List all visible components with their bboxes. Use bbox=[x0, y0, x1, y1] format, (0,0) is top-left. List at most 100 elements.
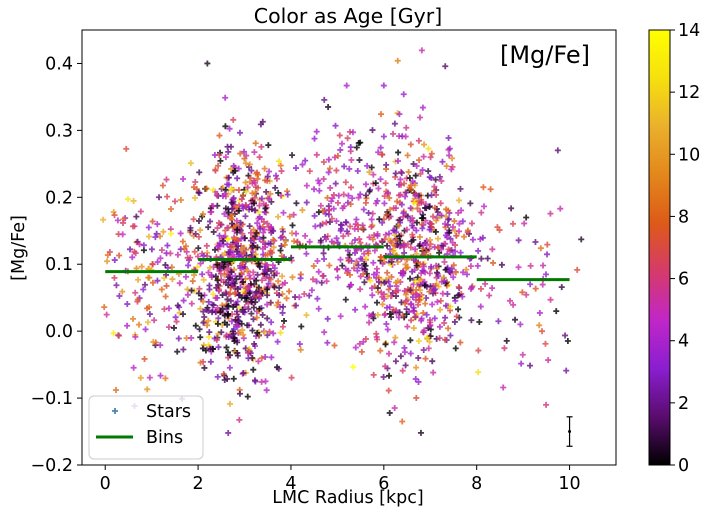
star-point bbox=[242, 285, 249, 292]
star-point bbox=[127, 246, 134, 253]
star-point bbox=[286, 213, 293, 220]
star-point bbox=[289, 222, 296, 229]
star-point bbox=[489, 285, 496, 292]
star-point bbox=[259, 277, 266, 284]
star-point bbox=[205, 224, 212, 231]
star-point bbox=[123, 145, 130, 152]
star-point bbox=[227, 290, 234, 297]
star-point bbox=[428, 263, 435, 270]
star-point bbox=[557, 205, 564, 212]
star-point bbox=[199, 271, 206, 278]
star-point bbox=[403, 124, 410, 131]
star-point bbox=[368, 312, 375, 319]
colorbar-tick-label: 14 bbox=[678, 21, 700, 41]
star-point bbox=[375, 149, 382, 156]
star-point bbox=[275, 213, 282, 220]
star-point bbox=[442, 336, 449, 343]
star-point bbox=[426, 203, 433, 210]
colorbar bbox=[648, 29, 671, 466]
star-point bbox=[195, 245, 202, 252]
x-axis-ticks: 0 2 4 6 8 10 bbox=[100, 465, 581, 494]
star-point bbox=[419, 267, 426, 274]
star-point bbox=[501, 345, 508, 352]
star-point bbox=[419, 104, 426, 111]
star-point bbox=[353, 144, 360, 151]
star-point bbox=[379, 301, 386, 308]
star-point bbox=[351, 225, 358, 232]
star-point bbox=[532, 285, 539, 292]
star-point bbox=[222, 123, 229, 130]
star-point bbox=[427, 154, 434, 161]
star-point bbox=[311, 135, 318, 142]
star-point bbox=[184, 286, 191, 293]
star-point bbox=[377, 347, 384, 354]
star-point bbox=[425, 345, 432, 352]
star-point bbox=[319, 207, 326, 214]
star-point bbox=[380, 82, 387, 89]
star-point bbox=[381, 312, 388, 319]
star-point bbox=[325, 156, 332, 163]
star-point bbox=[224, 349, 231, 356]
star-point bbox=[250, 366, 257, 373]
star-point bbox=[293, 230, 300, 237]
star-point bbox=[270, 227, 277, 234]
star-point bbox=[324, 339, 331, 346]
star-point bbox=[370, 271, 377, 278]
star-point bbox=[268, 319, 275, 326]
star-point bbox=[536, 309, 543, 316]
star-point bbox=[433, 262, 440, 269]
star-point bbox=[270, 244, 277, 251]
star-point bbox=[320, 158, 327, 165]
star-point bbox=[145, 233, 152, 240]
star-point bbox=[510, 301, 517, 308]
star-point bbox=[261, 165, 268, 172]
star-point bbox=[279, 273, 286, 280]
star-point bbox=[145, 224, 152, 231]
star-point bbox=[398, 201, 405, 208]
star-point bbox=[379, 219, 386, 226]
star-point bbox=[267, 276, 274, 283]
star-point bbox=[233, 308, 240, 315]
star-point bbox=[149, 279, 156, 286]
star-point bbox=[438, 212, 445, 219]
star-point bbox=[449, 239, 456, 246]
star-point bbox=[321, 255, 328, 262]
star-point bbox=[165, 324, 172, 331]
y-tick-label: 0.2 bbox=[45, 188, 73, 208]
star-point bbox=[256, 202, 263, 209]
star-point bbox=[268, 198, 275, 205]
star-point bbox=[423, 248, 430, 255]
star-point bbox=[397, 181, 404, 188]
star-point bbox=[222, 480, 228, 486]
star-point bbox=[383, 161, 390, 168]
star-point bbox=[230, 162, 237, 169]
star-point bbox=[340, 191, 347, 198]
star-point bbox=[141, 355, 148, 362]
star-point bbox=[390, 130, 397, 137]
star-point bbox=[321, 96, 328, 103]
star-point bbox=[451, 218, 458, 225]
star-point bbox=[256, 264, 263, 271]
star-point bbox=[177, 230, 184, 237]
star-point bbox=[431, 204, 438, 211]
star-point bbox=[239, 230, 246, 237]
star-point bbox=[407, 287, 414, 294]
star-point bbox=[205, 308, 212, 315]
star-point bbox=[490, 259, 497, 266]
star-point bbox=[210, 203, 217, 210]
star-point bbox=[260, 218, 267, 225]
star-point bbox=[142, 326, 149, 333]
star-point bbox=[361, 279, 368, 286]
star-point bbox=[362, 303, 369, 310]
star-point bbox=[346, 251, 353, 258]
star-point bbox=[252, 184, 259, 191]
star-point bbox=[216, 132, 223, 139]
star-point bbox=[274, 338, 281, 345]
star-point bbox=[515, 264, 522, 271]
star-point bbox=[136, 321, 143, 328]
star-point bbox=[326, 218, 333, 225]
star-point bbox=[224, 375, 231, 382]
colorbar-tick-label: 4 bbox=[678, 332, 689, 352]
star-point bbox=[537, 245, 544, 252]
star-point bbox=[235, 207, 242, 214]
